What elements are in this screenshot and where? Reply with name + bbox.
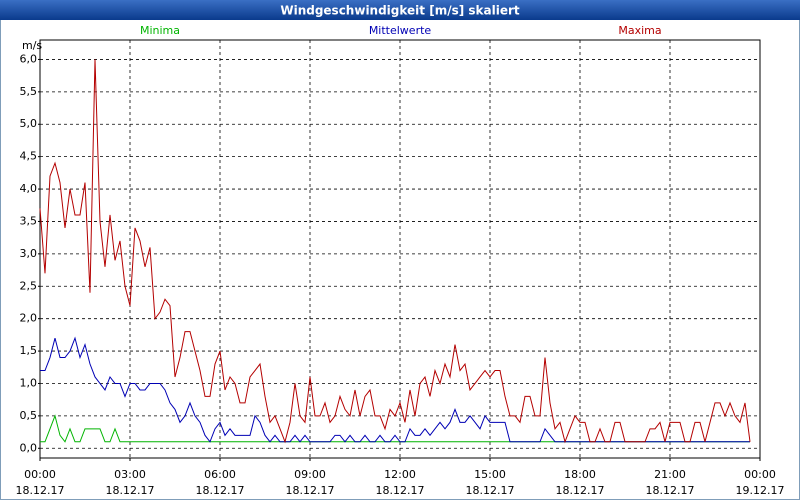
x-tick-label: 00:00 [744,468,776,481]
x-tick-label: 06:00 [204,468,236,481]
x-tick-date: 18.12.17 [196,484,245,497]
legend-label: Mittelwerte [369,24,432,37]
legend-label: Maxima [618,24,661,37]
x-tick-label: 09:00 [294,468,326,481]
title-bar [0,0,800,20]
y-tick-label: 2,5 [20,279,38,292]
x-tick-date: 18.12.17 [286,484,335,497]
x-tick-date: 18.12.17 [556,484,605,497]
y-tick-label: 6,0 [20,52,38,65]
x-tick-date: 19.12.17 [736,484,785,497]
y-tick-label: 3,5 [20,214,38,227]
x-tick-label: 03:00 [114,468,146,481]
x-tick-label: 21:00 [654,468,686,481]
y-tick-label: 1,0 [20,376,38,389]
series-line [39,59,751,444]
x-tick-date: 18.12.17 [376,484,425,497]
x-tick-date: 18.12.17 [106,484,155,497]
y-tick-label: 5,0 [20,117,38,130]
chart-title: Windgeschwindigkeit [m/s] skaliert [280,4,520,18]
x-tick-label: 00:00 [24,468,56,481]
x-tick-label: 18:00 [564,468,596,481]
y-tick-label: 4,0 [20,182,38,195]
x-tick-date: 18.12.17 [466,484,515,497]
y-axis-label: m/s [22,39,42,52]
legend-label: Minima [140,24,180,37]
y-tick-label: 0,0 [20,441,38,454]
x-tick-date: 18.12.17 [646,484,695,497]
y-tick-label: 2,0 [20,312,38,325]
y-tick-label: 1,5 [20,344,38,357]
y-tick-label: 3,0 [20,247,38,260]
x-tick-label: 15:00 [474,468,506,481]
x-tick-label: 12:00 [384,468,416,481]
x-tick-date: 18.12.17 [16,484,65,497]
y-tick-label: 5,5 [20,85,38,98]
y-tick-label: 0,5 [20,409,38,422]
y-tick-label: 4,5 [20,150,38,163]
